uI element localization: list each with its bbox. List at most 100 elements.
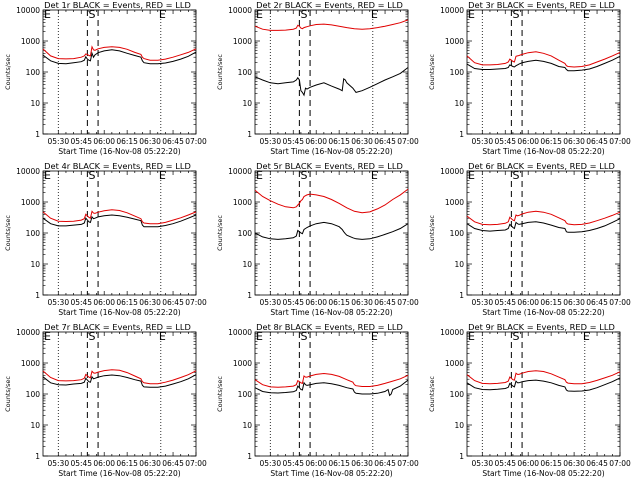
x-tick-label: 07:00	[397, 459, 419, 468]
y-tick-label: 100	[26, 390, 41, 399]
y-axis-label: Counts/sec	[216, 54, 224, 90]
y-tick-label: 100	[450, 68, 465, 77]
marker-s: S	[88, 8, 95, 21]
x-axis-label: Start Time (16-Nov-08 05:22:20)	[482, 147, 604, 156]
lld-line	[466, 370, 621, 385]
plot-frame	[466, 170, 621, 296]
plot-frame	[466, 9, 621, 135]
y-tick-label: 1000	[21, 37, 40, 46]
x-tick-label: 07:00	[397, 298, 419, 307]
chart-title: Det 5r BLACK = Events, RED = LLD	[256, 161, 403, 171]
y-axis-label: Counts/sec	[216, 376, 224, 412]
x-tick-label: 05:30	[259, 137, 281, 146]
x-axis-label: Start Time (16-Nov-08 05:22:20)	[482, 308, 604, 317]
lld-line	[42, 369, 197, 385]
x-tick-label: 06:00	[517, 298, 539, 307]
x-tick-label: 06:45	[162, 298, 184, 307]
x-axis-label: Start Time (16-Nov-08 05:22:20)	[58, 147, 180, 156]
chart-title: Det 8r BLACK = Events, RED = LLD	[256, 322, 403, 332]
plot-frame	[254, 9, 409, 135]
y-tick-label: 100	[238, 229, 253, 238]
y-tick-label: 1	[35, 452, 40, 461]
y-tick-label: 10	[30, 99, 40, 108]
x-tick-label: 06:15	[540, 137, 562, 146]
x-tick-label: 06:00	[93, 137, 115, 146]
y-tick-label: 1000	[21, 198, 40, 207]
marker-e: E	[583, 8, 590, 21]
marker-e-left: E	[44, 8, 51, 21]
y-axis-label: Counts/sec	[216, 215, 224, 251]
x-tick-label: 06:00	[305, 459, 327, 468]
y-tick-label: 10000	[440, 6, 464, 15]
chart-title: Det 4r BLACK = Events, RED = LLD	[44, 161, 191, 171]
x-tick-label: 06:45	[586, 459, 608, 468]
x-tick-label: 06:15	[116, 459, 138, 468]
x-tick-label: 05:30	[47, 137, 69, 146]
marker-s: S	[512, 330, 519, 343]
x-tick-label: 05:30	[471, 298, 493, 307]
x-tick-label: 06:45	[374, 298, 396, 307]
x-tick-label: 06:00	[93, 459, 115, 468]
x-tick-label: 05:30	[47, 298, 69, 307]
y-tick-label: 10	[242, 260, 252, 269]
marker-s: S	[512, 169, 519, 182]
y-tick-label: 1000	[233, 198, 252, 207]
x-tick-label: 05:30	[47, 459, 69, 468]
chart-title: Det 7r BLACK = Events, RED = LLD	[44, 322, 191, 332]
x-tick-label: 05:45	[282, 137, 304, 146]
y-tick-label: 1000	[445, 37, 464, 46]
x-tick-label: 05:30	[471, 459, 493, 468]
marker-s: S	[300, 169, 307, 182]
plot-frame	[42, 331, 197, 457]
x-tick-label: 05:45	[282, 459, 304, 468]
chart-title: Det 1r BLACK = Events, RED = LLD	[44, 0, 191, 10]
y-tick-label: 10	[242, 99, 252, 108]
x-tick-label: 06:30	[563, 137, 585, 146]
x-tick-label: 06:45	[586, 137, 608, 146]
y-tick-label: 1000	[445, 198, 464, 207]
y-axis-label: Counts/sec	[428, 376, 436, 412]
chart-title: Det 9r BLACK = Events, RED = LLD	[468, 322, 615, 332]
marker-e-left: E	[468, 330, 475, 343]
x-tick-label: 06:00	[305, 298, 327, 307]
y-tick-label: 100	[26, 229, 41, 238]
x-tick-label: 05:45	[282, 298, 304, 307]
y-tick-label: 1	[459, 452, 464, 461]
events-line	[42, 214, 197, 228]
x-tick-label: 06:15	[328, 137, 350, 146]
plot-frame	[42, 170, 197, 296]
x-tick-label: 05:30	[259, 459, 281, 468]
x-tick-label: 05:45	[494, 298, 516, 307]
x-tick-label: 07:00	[609, 137, 631, 146]
marker-e: E	[371, 8, 378, 21]
marker-s: S	[512, 8, 519, 21]
x-tick-label: 06:30	[139, 298, 161, 307]
plot-frame	[254, 331, 409, 457]
x-tick-label: 06:00	[517, 459, 539, 468]
x-axis-label: Start Time (16-Nov-08 05:22:20)	[58, 308, 180, 317]
y-tick-label: 10000	[16, 6, 40, 15]
marker-e-left: E	[468, 169, 475, 182]
marker-e: E	[371, 330, 378, 343]
x-tick-label: 06:30	[563, 459, 585, 468]
lld-line	[466, 210, 621, 226]
x-tick-label: 06:15	[116, 298, 138, 307]
y-tick-label: 1	[35, 130, 40, 139]
chart-title: Det 3r BLACK = Events, RED = LLD	[468, 0, 615, 10]
marker-e: E	[371, 169, 378, 182]
lld-line	[254, 19, 409, 31]
events-line	[466, 55, 621, 72]
marker-e: E	[583, 169, 590, 182]
y-tick-label: 100	[26, 68, 41, 77]
y-tick-label: 1000	[21, 359, 40, 368]
marker-e: E	[159, 8, 166, 21]
x-tick-label: 07:00	[185, 298, 207, 307]
events-line	[466, 218, 621, 233]
x-tick-label: 06:00	[305, 137, 327, 146]
x-tick-label: 05:30	[259, 298, 281, 307]
y-tick-label: 10000	[16, 328, 40, 337]
